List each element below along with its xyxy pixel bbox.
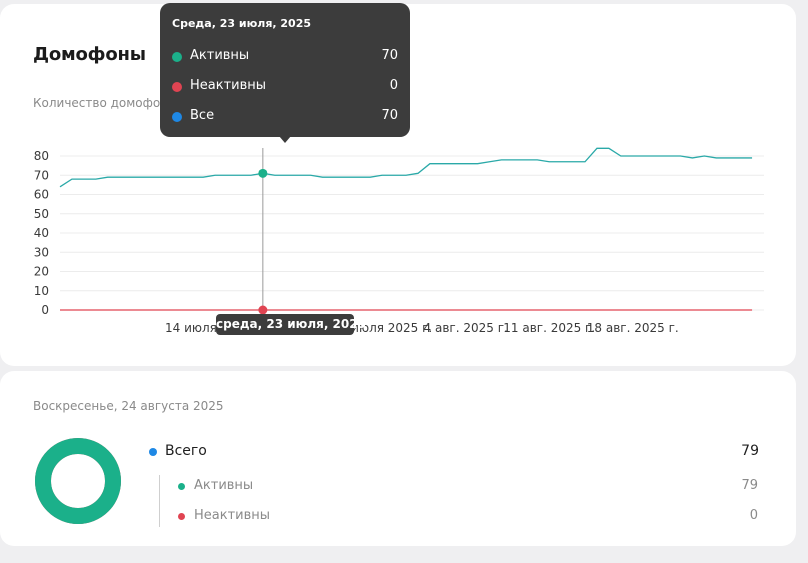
summary-date: Воскресенье, 24 августа 2025 [33, 399, 224, 413]
summary-active-value: 79 [741, 478, 758, 493]
x-tick-label: 4 авг. 2025 г. [424, 321, 508, 335]
tooltip-row-value: 0 [389, 78, 398, 93]
tooltip-row-value: 70 [381, 108, 398, 123]
tooltip-row-label: Активны [190, 48, 250, 63]
summary-total-row: Всего 79 [149, 443, 759, 463]
chart-subtitle: Количество домофонов [33, 96, 183, 110]
inactive-dot-icon [172, 82, 182, 92]
y-tick-label: 60 [34, 188, 49, 202]
all-dot-icon [149, 448, 157, 456]
summary-inactive-row: Неактивны 0 [178, 508, 758, 526]
chart-title: Домофоны [33, 44, 146, 65]
highlight-point-active [258, 168, 268, 178]
y-tick-label: 10 [34, 284, 49, 298]
tooltip-arrow-icon [279, 136, 291, 143]
highlight-point-inactive [258, 305, 268, 315]
chart-tooltip: Среда, 23 июля, 2025 Активны 70 Неактивн… [160, 3, 410, 137]
y-tick-label: 40 [34, 226, 49, 240]
y-tick-label: 30 [34, 245, 49, 259]
summary-inactive-value: 0 [749, 508, 758, 523]
inactive-dot-icon [178, 513, 185, 520]
summary-active-label: Активны [194, 478, 254, 493]
tooltip-row-label: Неактивны [190, 78, 267, 93]
donut-active-segment [35, 438, 121, 524]
tooltip-row-label: Все [190, 108, 215, 123]
tree-connector [159, 475, 160, 527]
tooltip-row-value: 70 [381, 48, 398, 63]
y-tick-label: 0 [41, 303, 49, 317]
tooltip-row-inactive: Неактивны 0 [172, 78, 398, 96]
all-dot-icon [172, 112, 182, 122]
x-tick-label: 18 авг. 2025 г. [587, 321, 679, 335]
x-axis-crosshair-label: среда, 23 июля, 2025 [216, 314, 366, 335]
active-dot-icon [178, 483, 185, 490]
tooltip-date: Среда, 23 июля, 2025 [172, 17, 312, 30]
active-dot-icon [172, 52, 182, 62]
y-tick-label: 50 [34, 207, 49, 221]
y-tick-label: 80 [34, 149, 49, 163]
x-tick-label: 11 авг. 2025 г. [503, 321, 595, 335]
tooltip-row-all: Все 70 [172, 108, 398, 126]
summary-card: Воскресенье, 24 августа 2025 Всего 79 Ак… [0, 371, 796, 546]
tooltip-row-active: Активны 70 [172, 48, 398, 66]
y-tick-label: 70 [34, 168, 49, 182]
summary-total-label: Всего [165, 443, 207, 459]
donut-chart [35, 438, 121, 524]
series-line-active [59, 147, 753, 188]
summary-active-row: Активны 79 [178, 478, 758, 496]
summary-inactive-label: Неактивны [194, 508, 271, 523]
y-tick-label: 20 [34, 265, 49, 279]
x-tick-label: 28 июля 2025 г. [332, 321, 432, 335]
summary-total-value: 79 [741, 443, 759, 459]
